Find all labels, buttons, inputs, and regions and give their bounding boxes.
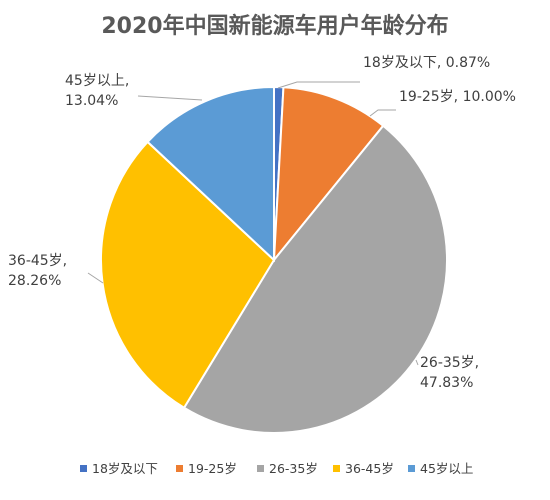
data-label-1: 18岁及以下, 0.87% [363,55,490,71]
leader-line-3 [415,359,419,366]
data-label-2: 19-25岁, 10.00% [399,89,516,105]
leader-line-5 [137,95,203,101]
legend-swatch-5 [408,465,415,472]
data-label-3: 26-35岁, 47.83% [420,355,479,391]
data-label-4: 36-45岁, 28.26% [8,253,67,289]
leader-line-4 [87,272,104,284]
pie-slices [100,85,448,434]
leader-line-2 [369,109,396,117]
legend-label-1: 18岁及以下 [92,461,158,476]
legend-swatch-2 [176,465,183,472]
legend-label-3: 26-35岁 [269,461,318,476]
legend-label-4: 36-45岁 [345,461,394,476]
chart-title: 2020年中国新能源车用户年龄分布 [101,13,448,39]
pie-slice-5 [146,85,275,263]
legend-label-5: 45岁以上 [420,461,473,476]
leader-line-1 [277,81,360,89]
data-label-5: 45岁以上, 13.04% [65,73,129,109]
legend-swatch-1 [80,465,87,472]
legend-label-2: 19-25岁 [188,461,237,476]
legend: 18岁及以下 19-25岁 26-35岁 36-45岁 45岁以上 [80,461,473,476]
pie-slice-4 [100,140,276,410]
legend-swatch-3 [257,465,264,472]
legend-swatch-4 [333,465,340,472]
data-labels: 18岁及以下, 0.87% 19-25岁, 10.00% 26-35岁, 47.83%… [8,55,516,391]
pie-slice-2 [272,86,385,264]
leader-lines [87,81,419,366]
pie-slice-3 [182,124,448,434]
